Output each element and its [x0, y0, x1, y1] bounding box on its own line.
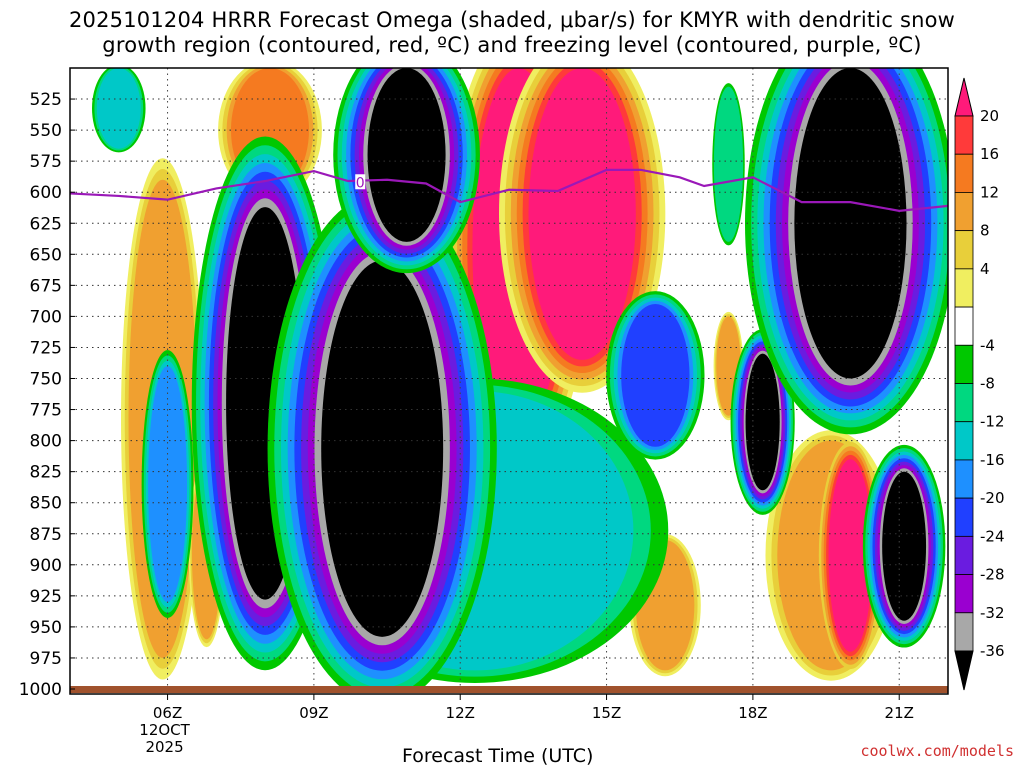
freezing-level-contour: 0: [69, 168, 949, 212]
x-date-label: 12OCT: [139, 721, 190, 739]
freezing-label-bg: [355, 174, 366, 190]
colorbar-label-3: 8: [980, 222, 990, 240]
chart-title: 2025101204 HRRR Forecast Omega (shaded, …: [68, 8, 956, 57]
y-axis: 525 550 575 600 625 650 675 700 725 750 775 800 825 8…: [19, 90, 75, 700]
y-tick-label-825: 825: [30, 463, 62, 483]
omega-neg-21z-ring-8: [882, 471, 927, 621]
omega-neg-upper-ring-1: [713, 86, 744, 242]
omega-neg-mid-ring-4: [621, 303, 690, 447]
colorbar-box-0: [954, 115, 974, 155]
omega-pos-core2-ring-5: [528, 68, 636, 360]
y-tick-label-975: 975: [30, 649, 62, 669]
colorbar-box-5: [954, 306, 974, 346]
colorbar-label-1: 16: [980, 145, 999, 163]
y-tick-label-600: 600: [30, 183, 62, 203]
y-tick-label-950: 950: [30, 618, 62, 638]
freezing-level-line: [69, 168, 949, 212]
plot-frame: [69, 67, 949, 695]
colorbar-box-12: [954, 574, 974, 614]
colorbar-label-10: -24: [980, 527, 1005, 545]
colorbar-box-7: [954, 383, 974, 423]
y-tick-label-525: 525: [30, 90, 62, 110]
y-tick-label-650: 650: [30, 245, 62, 265]
colorbar-label-12: -32: [980, 604, 1005, 622]
colorbar-label-5: -4: [980, 336, 995, 354]
x-tick-label-15: 15Z: [592, 704, 621, 722]
colorbar-label-4: 4: [980, 260, 990, 278]
y-tick-label-725: 725: [30, 338, 62, 358]
colorbar-label-7: -12: [980, 413, 1005, 431]
y-tick-label-675: 675: [30, 276, 62, 296]
y-tick-label-800: 800: [30, 432, 62, 452]
ground-bar: [70, 686, 948, 693]
omega-neg-18z-ring-8: [745, 353, 780, 491]
y-tick-label-1000: 1000: [19, 680, 62, 700]
omega-neg-core-3-ring-8: [794, 68, 907, 379]
colorbar-box-6: [954, 344, 974, 384]
colorbar-box-13: [954, 612, 974, 652]
colorbar-label-2: 12: [980, 183, 999, 201]
y-tick-label-575: 575: [30, 152, 62, 172]
colorbar-box-11: [954, 535, 974, 575]
omega-neg-west-ring-3: [148, 366, 188, 603]
x-tick-label-18: 18Z: [738, 704, 767, 722]
y-tick-label-875: 875: [30, 525, 62, 545]
colorbar-label-11: -28: [980, 566, 1005, 584]
colorbar-box-10: [954, 497, 974, 537]
omega-neg-nw-ring-2: [96, 68, 141, 149]
y-tick-label-925: 925: [30, 587, 62, 607]
y-tick-label-700: 700: [30, 307, 62, 327]
grid-lines: [70, 68, 948, 690]
colorbar-box-8: [954, 421, 974, 461]
credit-link[interactable]: coolwx.com/models: [860, 742, 1014, 760]
y-tick-label-900: 900: [30, 556, 62, 576]
colorbar-bottom-arrow: [954, 650, 974, 691]
colorbar-box-3: [954, 230, 974, 270]
colorbar-box-1: [954, 153, 974, 193]
colorbar-label-6: -8: [980, 375, 995, 393]
y-tick-label-750: 750: [30, 370, 62, 390]
x-axis-label: Forecast Time (UTC): [402, 745, 594, 767]
omega-shaded-field: [92, 68, 948, 689]
colorbar-label-13: -36: [980, 642, 1005, 660]
colorbar-label-9: -20: [980, 489, 1005, 507]
colorbar: 20 16 12 8 4 -4 -8 -12 -16 -20 -24 -28 -32 -36: [954, 77, 1005, 691]
x-tick-label-6: 06Z: [153, 704, 182, 722]
y-tick-label-550: 550: [30, 121, 62, 141]
colorbar-label-0: 20: [980, 107, 999, 125]
y-tick-label-625: 625: [30, 214, 62, 234]
colorbar-label-8: -16: [980, 451, 1005, 469]
omega-neg-core-1-ring-8: [321, 260, 444, 637]
y-tick-label-850: 850: [30, 494, 62, 514]
y-tick-label-775: 775: [30, 401, 62, 421]
x-tick-label-12: 12Z: [446, 704, 475, 722]
colorbar-top-arrow: [954, 77, 974, 117]
x-tick-label-9: 09Z: [299, 704, 328, 722]
omega-pos-core3-ring-4: [828, 459, 873, 652]
colorbar-box-2: [954, 192, 974, 232]
x-tick-label-21: 21Z: [885, 704, 914, 722]
colorbar-box-9: [954, 459, 974, 499]
omega-neg-core-2-ring-8: [367, 68, 446, 242]
x-year-label: 2025: [145, 738, 183, 756]
colorbar-box-4: [954, 268, 974, 308]
freezing-level-label: 0: [356, 175, 365, 191]
